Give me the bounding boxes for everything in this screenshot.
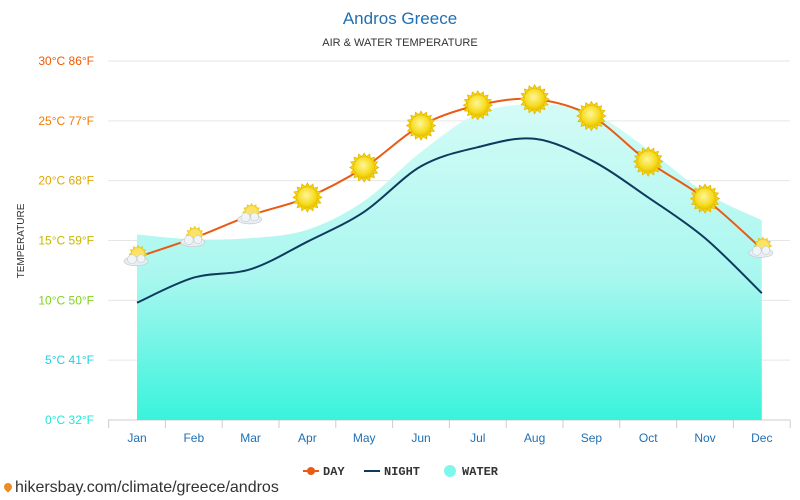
water-series — [137, 104, 762, 420]
sun-icon — [689, 183, 721, 214]
y-tick-labels: 0°C 32°F 5°C 41°F 10°C 50°F 15°C 59°F 20°C 6… — [38, 54, 94, 427]
x-tick-label: Dec — [751, 431, 772, 445]
partly-cloudy-icon — [748, 236, 774, 258]
sun-icon — [292, 182, 323, 213]
chart-title: Andros Greece — [343, 9, 457, 28]
partly-cloudy-icon — [180, 225, 206, 247]
x-tick-label: Aug — [524, 431, 545, 445]
x-tick-label: Mar — [240, 431, 261, 445]
x-tick-label: Feb — [183, 431, 204, 445]
legend-item-night[interactable]: NIGHT — [364, 465, 420, 479]
y-axis-label: TEMPERATURE — [16, 203, 27, 278]
legend-item-day[interactable]: DAY — [303, 465, 345, 479]
y-tick-label: 30°C 86°F — [38, 54, 94, 68]
x-tick-label: May — [353, 431, 376, 445]
sun-icon — [348, 152, 380, 183]
legend-label: NIGHT — [384, 465, 420, 479]
legend-item-water[interactable]: WATER — [444, 465, 499, 479]
y-tick-label: 25°C 77°F — [38, 114, 94, 128]
sun-icon — [405, 110, 437, 141]
partly-cloudy-icon — [123, 244, 149, 267]
y-tick-label: 15°C 59°F — [38, 234, 94, 248]
x-tick-label: Jun — [411, 431, 430, 445]
y-tick-label: 20°C 68°F — [38, 174, 94, 188]
sun-icon — [632, 146, 664, 177]
legend-label: WATER — [462, 465, 499, 479]
sun-icon — [576, 100, 607, 132]
x-tick-label: Sep — [581, 431, 603, 445]
x-tick-label: Apr — [298, 431, 317, 445]
x-tick-label: Jul — [470, 431, 485, 445]
water-area — [137, 104, 762, 420]
night-series — [136, 137, 763, 304]
legend-label: DAY — [323, 465, 345, 479]
source-link[interactable]: hikersbay.com/climate/greece/andros — [2, 479, 279, 497]
day-weather-icons — [123, 83, 774, 267]
x-tick-labels: Jan Feb Mar Apr May Jun Jul Aug Sep Oct Nov Dec — [108, 420, 791, 445]
sun-icon — [462, 89, 494, 121]
x-tick-label: Jan — [127, 431, 146, 445]
sun-icon — [519, 83, 550, 115]
night-line — [136, 137, 763, 304]
chart-subtitle: AIR & WATER TEMPERATURE — [322, 37, 477, 49]
x-tick-label: Nov — [694, 431, 715, 445]
location-pin-icon — [2, 481, 14, 493]
legend[interactable]: DAY NIGHT WATER — [303, 465, 499, 479]
y-tick-label: 0°C 32°F — [45, 413, 94, 427]
partly-cloudy-icon — [237, 202, 262, 225]
y-tick-label: 5°C 41°F — [45, 353, 94, 367]
x-tick-label: Oct — [639, 431, 658, 445]
source-link-text: hikersbay.com/climate/greece/andros — [15, 479, 279, 496]
y-tick-label: 10°C 50°F — [38, 293, 94, 307]
